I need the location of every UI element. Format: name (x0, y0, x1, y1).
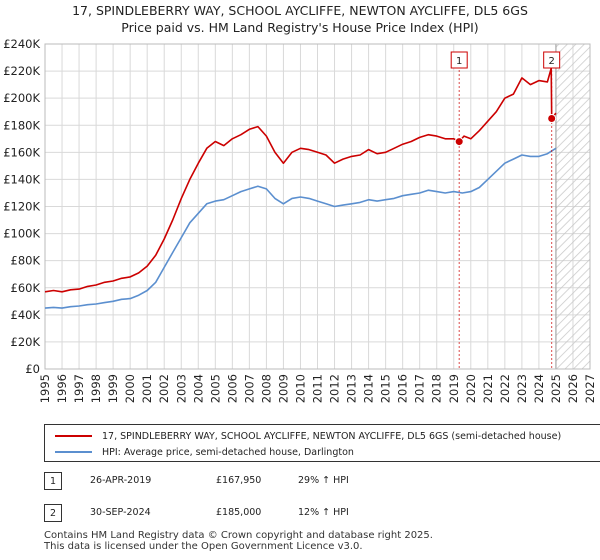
legend-item-property: 17, SPINDLEBERRY WAY, SCHOOL AYCLIFFE, N… (55, 428, 561, 444)
x-tick-label: 2012 (328, 374, 342, 403)
y-tick-label: £80K (11, 254, 41, 268)
x-tick-label: 2015 (379, 374, 393, 403)
sale-badge-label: 2 (548, 56, 554, 67)
y-tick-label: £120K (3, 200, 40, 214)
chart-title: 17, SPINDLEBERRY WAY, SCHOOL AYCLIFFE, N… (0, 2, 600, 36)
y-tick-label: £20K (11, 335, 41, 349)
sale-point (547, 113, 557, 123)
y-tick-label: £100K (3, 227, 40, 241)
series-line (44, 67, 557, 293)
x-tick-label: 2017 (413, 374, 427, 403)
x-tick-label: 1996 (55, 374, 69, 403)
x-tick-label: 2000 (123, 374, 137, 403)
x-tick-label: 2025 (549, 374, 563, 403)
plot-border (44, 43, 591, 370)
x-tick-label: 1999 (106, 374, 120, 403)
footer-line: This data is licensed under the Open Gov… (44, 541, 363, 552)
sale-badge-label: 1 (456, 56, 462, 67)
series-line (44, 147, 557, 309)
y-tick-label: £60K (11, 281, 41, 295)
y-tick-label: £200K (3, 91, 40, 105)
sale-badge-box (450, 51, 468, 69)
x-tick-label: 2007 (242, 374, 256, 403)
legend-swatch-property (55, 435, 92, 437)
sale-date: 26-APR-2019 (90, 475, 152, 486)
sale-hpi-change: 29% ↑ HPI (298, 475, 349, 486)
legend-swatch-hpi (55, 451, 92, 453)
y-tick-label: £160K (3, 145, 40, 159)
forecast-hatch (555, 44, 590, 369)
x-tick-label: 2011 (311, 374, 325, 403)
y-tick-label: £40K (11, 308, 41, 322)
x-tick-label: 2019 (447, 374, 461, 403)
sale-row: 1 26-APR-2019 £167,950 29% ↑ HPI (44, 472, 584, 492)
x-tick-label: 2003 (174, 374, 188, 403)
x-tick-label: 2023 (515, 374, 529, 403)
y-tick-label: £220K (3, 64, 40, 78)
x-tick-label: 2022 (498, 374, 512, 403)
legend-label-property: 17, SPINDLEBERRY WAY, SCHOOL AYCLIFFE, N… (102, 430, 562, 442)
sale-point (454, 137, 464, 147)
x-tick-label: 2026 (566, 374, 580, 403)
y-tick-label: £240K (3, 37, 40, 51)
x-tick-label: 2004 (191, 374, 205, 403)
x-tick-label: 2027 (583, 374, 597, 403)
y-tick-label: £0 (25, 362, 40, 376)
x-tick-label: 2001 (140, 374, 154, 403)
y-tick-label: £140K (3, 172, 40, 186)
footer: Contains HM Land Registry data © Crown c… (44, 530, 433, 552)
chart-subtitle-text: Price paid vs. HM Land Registry's House … (121, 20, 479, 35)
chart-title-text: 17, SPINDLEBERRY WAY, SCHOOL AYCLIFFE, N… (72, 3, 528, 18)
x-tick-label: 2021 (481, 374, 495, 403)
x-tick-label: 2008 (259, 374, 273, 403)
legend-label-hpi: HPI: Average price, semi-detached house,… (102, 446, 354, 458)
x-tick-label: 2013 (345, 374, 359, 403)
x-tick-label: 2016 (396, 374, 410, 403)
x-tick-label: 2010 (293, 374, 307, 403)
legend: 17, SPINDLEBERRY WAY, SCHOOL AYCLIFFE, N… (44, 424, 600, 462)
sale-hpi-change: 12% ↑ HPI (298, 507, 349, 518)
sale-marker-badge: 2 (44, 504, 62, 522)
y-tick-label: £180K (3, 118, 40, 132)
sale-row: 2 30-SEP-2024 £185,000 12% ↑ HPI (44, 504, 584, 524)
footer-line: Contains HM Land Registry data © Crown c… (44, 530, 433, 541)
sale-price: £185,000 (216, 507, 262, 518)
x-tick-label: 2024 (532, 374, 546, 403)
sale-badge-box (543, 51, 561, 69)
x-tick-label: 1995 (38, 374, 52, 403)
sale-price: £167,950 (216, 475, 262, 486)
x-tick-label: 2020 (464, 374, 478, 403)
x-tick-label: 2006 (225, 374, 239, 403)
x-tick-label: 2002 (157, 374, 171, 403)
x-tick-label: 2014 (362, 374, 376, 403)
legend-item-hpi: HPI: Average price, semi-detached house,… (55, 444, 354, 460)
x-tick-label: 2005 (208, 374, 222, 403)
x-tick-label: 2009 (276, 374, 290, 403)
x-tick-label: 1997 (72, 374, 86, 403)
price-chart: £0 £20K £40K £60K £80K £100K £120K £140K £160K £1… (3, 37, 597, 403)
x-tick-label: 2018 (430, 374, 444, 403)
sale-marker-badge: 1 (44, 472, 62, 490)
sale-date: 30-SEP-2024 (90, 507, 151, 518)
x-tick-label: 1998 (89, 374, 103, 403)
